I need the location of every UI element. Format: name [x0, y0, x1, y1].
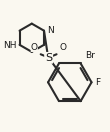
- Text: NH: NH: [3, 41, 17, 50]
- Text: S: S: [45, 53, 52, 63]
- Text: O: O: [31, 43, 38, 52]
- Text: Br: Br: [85, 51, 95, 60]
- Text: O: O: [60, 43, 66, 52]
- Text: N: N: [47, 26, 53, 35]
- Text: F: F: [95, 78, 100, 87]
